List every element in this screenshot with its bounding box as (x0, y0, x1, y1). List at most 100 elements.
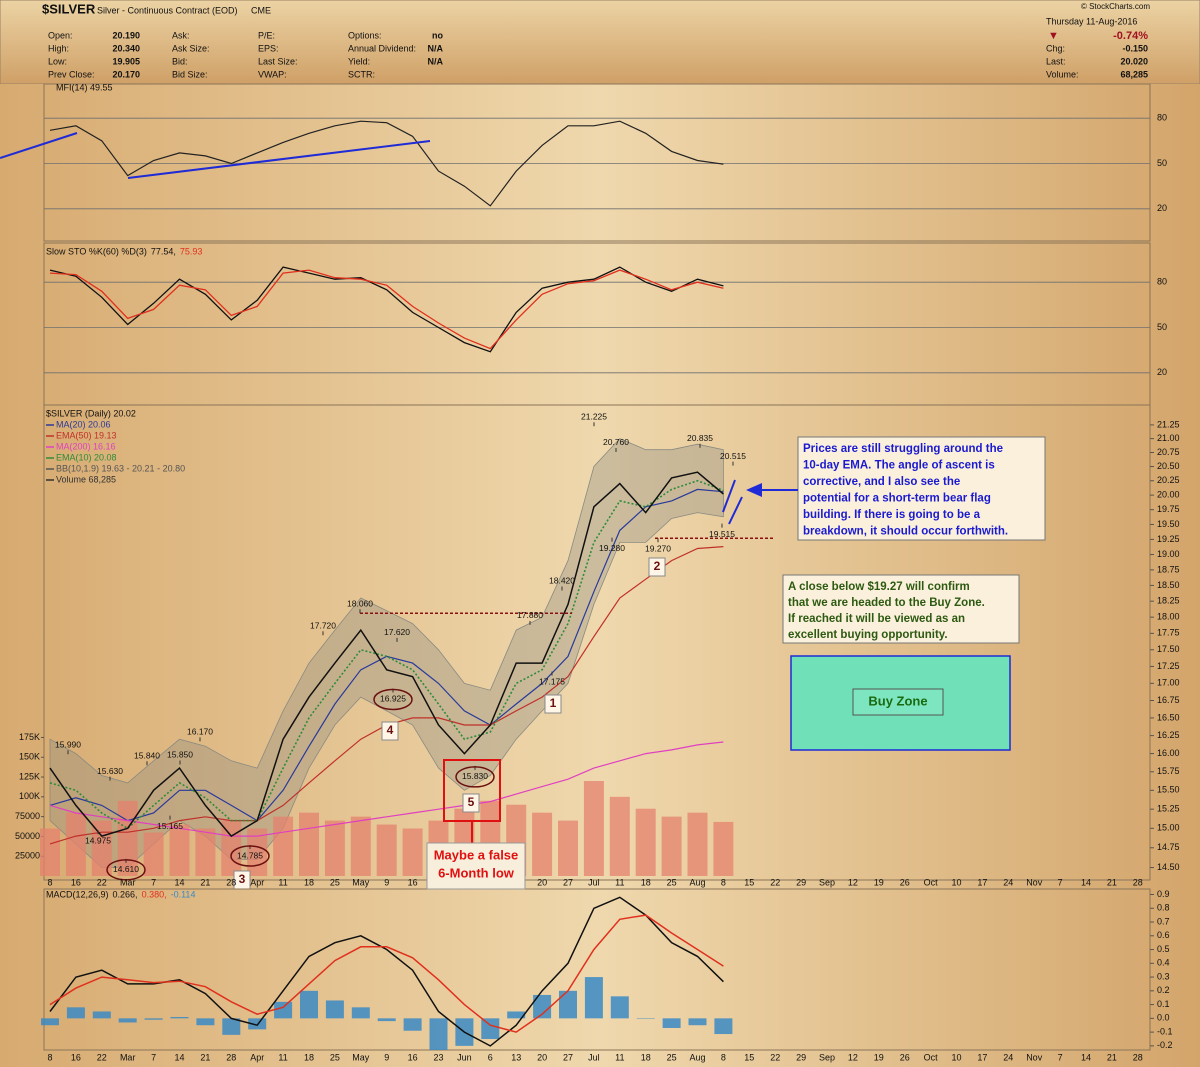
wave-box (544, 694, 562, 714)
annotation-label: 15.630 (97, 766, 123, 776)
panel (0, 889, 1200, 1050)
annotation-label: 16.925 (380, 694, 406, 704)
annotation-label: 15.830 (462, 771, 488, 781)
note-text: excellent buying opportunity. (788, 629, 948, 641)
volume-bar (273, 816, 294, 876)
x-tick-label: 15 (744, 877, 754, 887)
x-tick-label: 24 (1003, 1052, 1013, 1062)
annotation-label: 19.270 (645, 543, 671, 553)
legend-entry: BB(10,1.9) 19.63 - 20.21 - 20.80 (56, 463, 185, 473)
x-tick-label: Jul (588, 877, 600, 887)
x-tick-label: 25 (330, 877, 340, 887)
symbol: $SILVER (42, 1, 96, 16)
annotation-label: 19.280 (599, 543, 625, 553)
y-tick-label: 16.75 (1157, 695, 1180, 705)
y-tick-label: 21.00 (1157, 433, 1180, 443)
y-tick-label: 18.50 (1157, 580, 1180, 590)
x-tick-label: 19 (874, 877, 884, 887)
field-label: Prev Close: (48, 69, 95, 79)
y-tick-label: 50 (1157, 322, 1167, 332)
note-text: Maybe a false (434, 847, 519, 862)
mfi-line (49, 120, 724, 207)
field-label: Bid: (172, 56, 188, 66)
histogram-bar (300, 990, 318, 1019)
quote-value: -0.150 (1122, 43, 1148, 53)
x-tick-label: 8 (721, 877, 726, 887)
wave-box (648, 557, 666, 577)
x-tick-label: 6 (488, 1052, 493, 1062)
volume-bar (713, 821, 734, 876)
field-value: 20.170 (112, 69, 140, 79)
x-tick-label: 21 (1107, 1052, 1117, 1062)
y-tick-label: -0.2 (1157, 1040, 1173, 1050)
note-text: 6-Month low (438, 865, 515, 880)
volume-tick-label: 125K (19, 771, 40, 781)
x-tick-label: Aug (689, 1052, 705, 1062)
field-label: Ask: (172, 30, 190, 40)
x-tick-label: 8 (721, 1052, 726, 1062)
panel (0, 243, 1200, 405)
note-box (782, 574, 1020, 644)
annotation-label: 14.785 (237, 850, 263, 860)
legend-value: 0.380, (142, 889, 167, 899)
annotation-circle (455, 766, 495, 788)
quote-label: Volume: (1046, 69, 1079, 79)
y-tick-label: 0.3 (1157, 971, 1170, 981)
histogram-bar (481, 1018, 500, 1039)
y-tick-label: -0.1 (1157, 1026, 1173, 1036)
field-value: N/A (428, 43, 444, 53)
x-tick-label: 10 (951, 877, 961, 887)
annotation-circle (373, 688, 413, 711)
histogram-bar (533, 994, 552, 1019)
field-label: Annual Dividend: (348, 43, 416, 53)
x-tick-label: 7 (1058, 877, 1063, 887)
y-tick-label: 19.50 (1157, 519, 1180, 529)
x-tick-label: 20 (537, 1052, 547, 1062)
histogram-bar (429, 1018, 448, 1050)
y-tick-label: 17.00 (1157, 678, 1180, 688)
field-label: VWAP: (258, 69, 287, 79)
x-tick-label: 13 (511, 1052, 521, 1062)
plot-area (43, 888, 1151, 1051)
annotation-label: 20.760 (603, 437, 629, 447)
annotation-label: 14.975 (85, 835, 111, 845)
y-tick-label: 50 (1157, 158, 1167, 168)
x-tick-label: Mar (120, 1052, 136, 1062)
buy-zone-label: Buy Zone (868, 693, 927, 708)
x-tick-label: Mar (120, 877, 136, 887)
x-tick-label: Oct (924, 877, 939, 887)
histogram-bar (144, 1018, 163, 1020)
panel-title: Slow STO %K(60) %D(3) (46, 246, 147, 256)
legend-value: -0.114 (171, 889, 196, 899)
x-tick-label: Sep (819, 877, 835, 887)
x-tick-label: May (352, 1052, 370, 1062)
macd-line (49, 914, 724, 1033)
x-tick-label: 12 (848, 1052, 858, 1062)
annotation-label: 19.515 (709, 529, 735, 539)
volume-bar (299, 812, 319, 876)
exchange: CME (251, 5, 271, 15)
histogram-bar (377, 1018, 396, 1022)
y-tick-label: 0.1 (1157, 999, 1170, 1009)
field-label: EPS: (258, 43, 279, 53)
legend-value: 75.93 (180, 246, 203, 256)
y-tick-label: 19.00 (1157, 549, 1180, 559)
histogram-bar (636, 1018, 655, 1019)
y-tick-label: 17.75 (1157, 628, 1180, 638)
x-tick-label: Nov (1026, 877, 1043, 887)
x-tick-label: 8 (47, 877, 52, 887)
histogram-bar (688, 1018, 707, 1026)
volume-tick-label: 100K (19, 791, 40, 801)
wave-label: 5 (468, 795, 475, 809)
x-tick-label: 29 (796, 877, 806, 887)
volume-bar (687, 812, 708, 876)
y-tick-label: 15.75 (1157, 766, 1180, 776)
x-tick-label: 7 (151, 877, 156, 887)
x-tick-label: 27 (563, 877, 573, 887)
field-value: 20.190 (112, 30, 140, 40)
note-text: corrective, and I also see the (803, 476, 960, 488)
volume-bar (402, 828, 423, 876)
annotation-label: 15.840 (134, 750, 160, 760)
x-tick-label: 27 (563, 1052, 573, 1062)
x-tick-label: 24 (1003, 877, 1013, 887)
